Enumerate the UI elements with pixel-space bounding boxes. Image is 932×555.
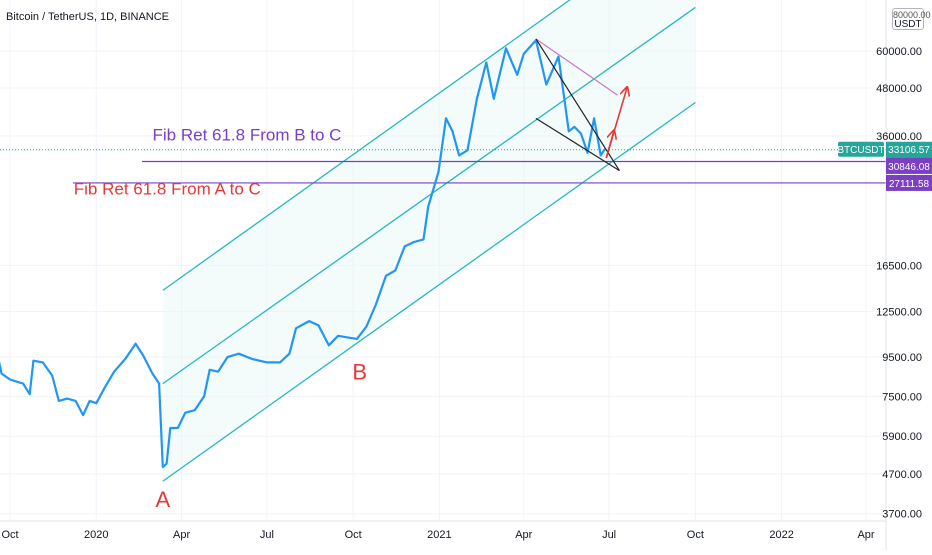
unit-top-value: 80000.00 xyxy=(893,10,931,20)
price-tick-label: 12500.00 xyxy=(876,307,922,319)
channel-fill xyxy=(162,0,696,482)
price-tick-label: 9500.00 xyxy=(882,352,922,364)
current-price-text: 33106.57 xyxy=(888,145,930,156)
current-symbol-tag xyxy=(838,141,884,157)
projection-arrow xyxy=(605,131,614,159)
time-tick-label: Apr xyxy=(857,529,874,541)
time-tick-label: Oct xyxy=(345,529,362,541)
trend-drawings xyxy=(535,38,627,172)
wedge-trendline xyxy=(535,38,618,96)
price-tick-label: 5900.00 xyxy=(882,431,922,443)
time-tick-label: Apr xyxy=(515,529,532,541)
unit-label: USDT xyxy=(894,19,922,30)
time-tick-label: Oct xyxy=(1,529,18,541)
time-tick-label: Jul xyxy=(260,529,274,541)
price-tick-label: 16500.00 xyxy=(876,260,922,272)
time-tick-label: Apr xyxy=(173,529,190,541)
channel-lower-line xyxy=(162,101,696,482)
fib-ac-price-text: 27111.58 xyxy=(889,179,930,190)
fib-retracement-lines xyxy=(0,149,886,184)
btc-price-line xyxy=(0,39,606,469)
time-tick-label: 2021 xyxy=(427,529,451,541)
price-series xyxy=(0,39,606,469)
time-tick-label: Jul xyxy=(602,529,616,541)
price-axis[interactable]: 60000.00 48000.00 36000.00 16500.00 12500.00… xyxy=(876,0,922,550)
channel-middle-line xyxy=(162,6,696,385)
symbol-title: Bitcoin / TetherUS, 1D, BINANCE xyxy=(6,11,170,23)
price-tick-label: 3700.00 xyxy=(882,509,922,521)
wedge-trendline xyxy=(535,38,620,171)
price-tick-label: 36000.00 xyxy=(876,131,922,143)
point-label-b: B xyxy=(352,360,367,385)
wedge-trendline xyxy=(535,117,620,172)
currency-unit-badge[interactable]: 80000.00 USDT xyxy=(892,8,931,30)
point-label-a: A xyxy=(155,487,170,512)
current-symbol-text: BTCUSDT xyxy=(837,145,884,156)
fib-label-b-to-c: Fib Ret 61.8 From B to C xyxy=(153,126,342,145)
fib-label-a-to-c: Fib Ret 61.8 From A to C xyxy=(74,179,261,198)
price-tick-label: 60000.00 xyxy=(876,46,922,58)
time-tick-label: 2020 xyxy=(84,529,108,541)
price-tick-label: 48000.00 xyxy=(876,83,922,95)
fib-ac-price-tag xyxy=(886,174,932,191)
fib-bc-price-tag xyxy=(886,157,932,174)
price-tick-label: 4700.00 xyxy=(882,469,922,481)
time-axis[interactable]: Oct 2020 Apr Jul Oct 2021 Apr Jul Oct 2022 Apr xyxy=(0,520,886,541)
time-tick-label: 2022 xyxy=(769,529,793,541)
channel-upper-line xyxy=(162,0,571,291)
price-tick-label: 7500.00 xyxy=(882,391,922,403)
fib-bc-price-text: 30846.08 xyxy=(888,162,930,173)
regression-channel xyxy=(162,0,696,482)
time-tick-label: Oct xyxy=(687,529,704,541)
